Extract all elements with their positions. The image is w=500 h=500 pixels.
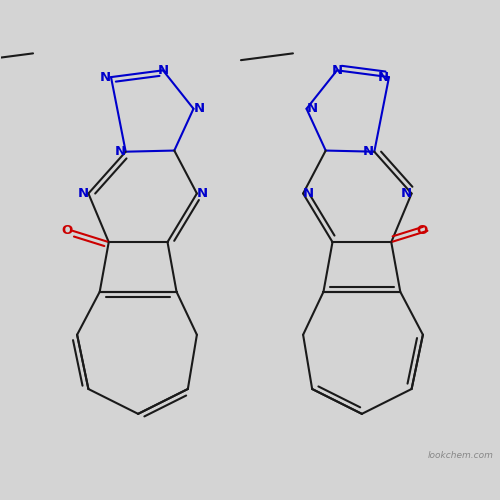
Text: N: N: [363, 145, 374, 158]
Text: N: N: [197, 187, 208, 200]
Text: N: N: [306, 102, 318, 115]
Text: N: N: [303, 187, 314, 200]
Text: O: O: [416, 224, 428, 237]
Text: O: O: [62, 224, 72, 237]
Text: N: N: [378, 70, 389, 84]
Text: N: N: [332, 64, 342, 77]
Text: N: N: [78, 187, 88, 200]
Text: lookchem.com: lookchem.com: [428, 452, 494, 460]
Text: N: N: [100, 70, 111, 84]
Text: N: N: [114, 145, 126, 158]
Text: N: N: [194, 102, 204, 115]
Text: N: N: [400, 187, 411, 200]
Text: N: N: [158, 64, 168, 77]
